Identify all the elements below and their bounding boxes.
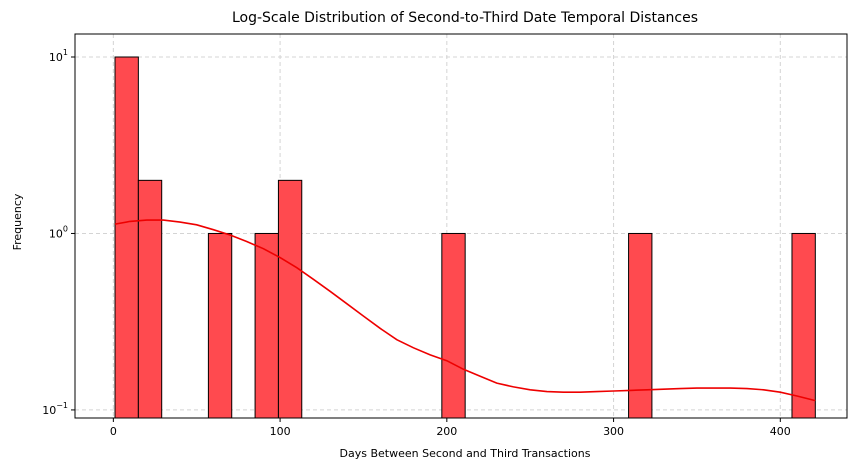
x-axis-label: Days Between Second and Third Transactio… — [340, 447, 591, 460]
histogram-bar — [277, 179, 303, 419]
plot-frame — [74, 33, 848, 419]
x-axis-ticks: 0 100 200 300 400 — [110, 418, 791, 438]
histogram-bar — [791, 232, 816, 419]
x-tick-label: 300 — [603, 425, 624, 438]
histogram-bar — [254, 232, 279, 419]
x-tick-label: 400 — [770, 425, 791, 438]
x-tick-label: 200 — [436, 425, 457, 438]
kde-curve — [114, 219, 816, 402]
chart-title: Log-Scale Distribution of Second-to-Thir… — [232, 10, 698, 26]
histogram-bars — [114, 56, 816, 419]
kde-curve-group — [114, 219, 816, 402]
histogram-bar — [441, 232, 466, 419]
histogram-bar — [114, 56, 139, 419]
histogram-bar — [137, 179, 163, 419]
histogram-bar — [207, 232, 233, 419]
y-tick-label: 10−1 — [42, 401, 68, 417]
x-tick-label: 0 — [110, 425, 117, 438]
x-tick-label: 100 — [270, 425, 291, 438]
y-tick-label: 100 — [49, 224, 68, 240]
y-tick-label: 101 — [49, 48, 68, 64]
y-axis-ticks: 10−1 100 101 — [42, 48, 75, 417]
y-axis-label: Frequency — [11, 193, 24, 250]
